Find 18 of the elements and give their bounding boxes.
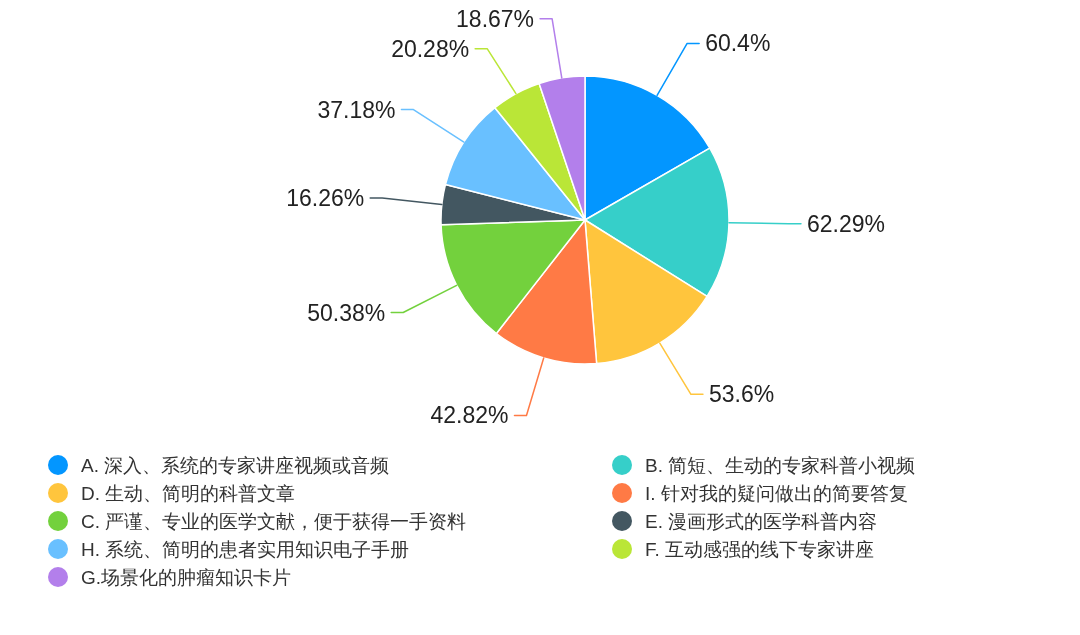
legend-label: F. 互动感强的线下专家讲座 — [645, 538, 875, 560]
legend-label: D. 生动、简明的科普文章 — [81, 482, 296, 504]
legend-label: H. 系统、简明的患者实用知识电子手册 — [81, 538, 410, 560]
data-label: 18.67% — [456, 5, 535, 32]
legend-label: E. 漫画形式的医学科普内容 — [645, 510, 878, 532]
data-label: 37.18% — [317, 96, 396, 123]
data-label: 53.6% — [708, 381, 775, 408]
legend-label: A. 深入、系统的专家讲座视频或音频 — [81, 454, 390, 476]
data-label: 42.82% — [430, 402, 509, 429]
data-label: 50.38% — [307, 299, 386, 326]
data-label: 20.28% — [391, 35, 470, 62]
data-label: 16.26% — [286, 185, 365, 212]
legend-label: I. 针对我的疑问做出的简要答复 — [645, 482, 908, 504]
data-label: 62.29% — [806, 210, 885, 237]
legend-label: G.场景化的肿瘤知识卡片 — [81, 566, 292, 588]
data-label: 60.4% — [705, 30, 771, 57]
legend-label: B. 简短、生动的专家科普小视频 — [645, 454, 916, 476]
legend-label: C. 严谨、专业的医学文献，便于获得一手资料 — [81, 510, 467, 532]
